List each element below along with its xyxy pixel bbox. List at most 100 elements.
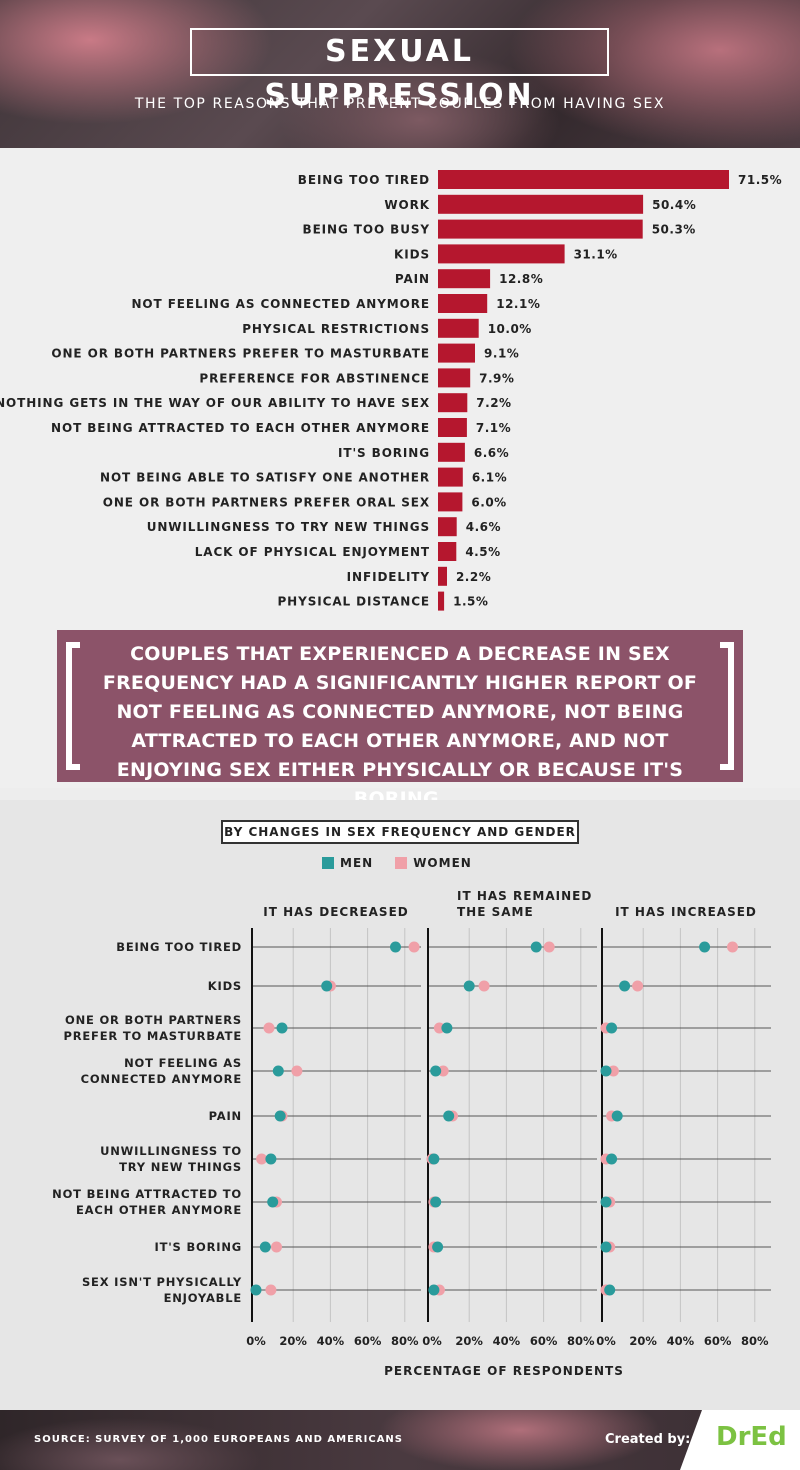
dot-women [408, 941, 420, 953]
bar-label: IT'S BORING [338, 446, 430, 460]
bar-value-label: 6.1% [472, 471, 507, 485]
bar [438, 368, 471, 388]
bar [438, 269, 491, 289]
footer: SOURCE: SURVEY OF 1,000 EUROPEANS AND AM… [0, 1410, 800, 1470]
bar-value-label: 71.5% [738, 173, 782, 187]
dot-men [274, 1110, 286, 1122]
dot-men [699, 941, 711, 953]
bar-label: NOT BEING ABLE TO SATISFY ONE ANOTHER [100, 471, 430, 485]
dot-men [600, 1196, 612, 1208]
x-tick-label: 60% [704, 1334, 732, 1348]
x-tick-label: 80% [567, 1334, 595, 1348]
bar-label: NOT BEING ATTRACTED TO EACH OTHER ANYMOR… [51, 421, 430, 435]
dot-men [272, 1065, 284, 1077]
bar-label: PHYSICAL RESTRICTIONS [242, 322, 430, 336]
dred-logo-text: DrEd [716, 1422, 787, 1452]
bar-value-label: 50.4% [652, 198, 696, 212]
bar-value-label: 9.1% [484, 347, 519, 361]
dot-men [619, 980, 631, 992]
x-tick-label: 0% [596, 1334, 616, 1348]
bar [438, 517, 457, 537]
bar-label: UNWILLINGNESS TO TRY NEW THINGS [147, 520, 430, 534]
dot-category-label: PAIN [209, 1109, 242, 1123]
bar-label: PAIN [395, 272, 430, 286]
quote-box: COUPLES THAT EXPERIENCED A DECREASE IN S… [57, 630, 743, 810]
x-tick-label: 60% [354, 1334, 382, 1348]
legend-label-men: MEN [340, 856, 374, 870]
panel-title: IT HAS DECREASED [263, 905, 408, 919]
x-tick-label: 40% [493, 1334, 521, 1348]
bar-label: WORK [384, 198, 430, 212]
dot-category-label: BEING TOO TIRED [116, 940, 242, 954]
bar-label: BEING TOO TIRED [298, 173, 430, 187]
dot-plot-chart: IT HAS DECREASED IT HAS REMAINED THE SAME I… [52, 889, 771, 1378]
bar [438, 343, 475, 363]
legend-item-men: MEN [322, 856, 373, 870]
bar [438, 492, 463, 512]
dot-women [478, 980, 490, 992]
bar-value-label: 4.5% [465, 545, 500, 559]
dot-men [606, 1153, 618, 1165]
dot-women [263, 1022, 275, 1034]
bar-label: ONE OR BOTH PARTNERS PREFER ORAL SEX [103, 495, 430, 509]
dot-category-label: NOT BEING ATTRACTED TO [52, 1187, 242, 1201]
bar-label: NOT FEELING AS CONNECTED ANYMORE [131, 297, 430, 311]
left-bracket-icon [66, 642, 80, 770]
dot-men [428, 1284, 440, 1296]
dot-category-label: SEX ISN'T PHYSICALLY [82, 1275, 242, 1289]
dred-logo: DrEd [680, 1410, 800, 1470]
bar [438, 467, 463, 487]
bar-value-label: 12.1% [496, 297, 540, 311]
dot-men [276, 1022, 288, 1034]
bar [438, 194, 644, 214]
dot-category-label: ENJOYABLE [164, 1291, 242, 1305]
legend-swatch-women [395, 857, 408, 869]
bar-label: PHYSICAL DISTANCE [277, 595, 430, 609]
dot-category-label: CONNECTED ANYMORE [81, 1072, 242, 1086]
dot-men [441, 1022, 453, 1034]
x-tick-label: 20% [455, 1334, 483, 1348]
dot-women [543, 941, 555, 953]
dot-men [611, 1110, 623, 1122]
bar-chart: BEING TOO TIRED 71.5% WORK 50.4% BEING TOO B… [0, 170, 782, 611]
bar-label: PREFERENCE FOR ABSTINENCE [199, 371, 430, 385]
legend: MEN WOMEN [322, 854, 494, 872]
x-tick-label: 0% [422, 1334, 442, 1348]
page-subtitle: THE TOP REASONS THAT PREVENT COUPLES FRO… [134, 96, 666, 112]
dot-category-label: KIDS [208, 979, 242, 993]
dot-men [530, 941, 542, 953]
bar [438, 591, 445, 611]
dot-men [600, 1241, 612, 1253]
dot-men [390, 941, 401, 953]
dot-men [250, 1284, 262, 1296]
bar [438, 418, 467, 437]
legend-swatch-men [322, 857, 334, 869]
dot-women [265, 1284, 277, 1296]
dot-plot-title: BY CHANGES IN SEX FREQUENCY AND GENDER [221, 820, 579, 844]
bar [438, 318, 479, 338]
bar-value-label: 7.2% [476, 396, 511, 410]
header-banner: SEXUAL SUPPRESSION THE TOP REASONS THAT … [0, 0, 800, 148]
panel-title: THE SAME [457, 905, 534, 919]
dot-category-label: PREFER TO MASTURBATE [64, 1029, 242, 1043]
dot-men [432, 1241, 444, 1253]
bar [438, 294, 488, 313]
bar-label: NOTHING GETS IN THE WAY OF OUR ABILITY T… [0, 396, 430, 410]
bar [438, 219, 643, 239]
dot-category-label: NOT FEELING AS [124, 1056, 242, 1070]
legend-item-women: WOMEN [395, 856, 472, 870]
x-tick-label: 60% [530, 1334, 558, 1348]
dot-men [321, 980, 333, 992]
bar-value-label: 4.6% [466, 520, 501, 534]
bar [438, 442, 465, 462]
dot-men [463, 980, 475, 992]
bar [438, 393, 468, 413]
legend-label-women: WOMEN [413, 856, 472, 870]
x-tick-label: 20% [629, 1334, 657, 1348]
dot-men [267, 1196, 279, 1208]
bar [438, 244, 565, 264]
dot-women [256, 1153, 268, 1165]
quote-text: COUPLES THAT EXPERIENCED A DECREASE IN S… [102, 643, 698, 810]
dot-men [443, 1110, 455, 1122]
dot-women [291, 1065, 303, 1077]
